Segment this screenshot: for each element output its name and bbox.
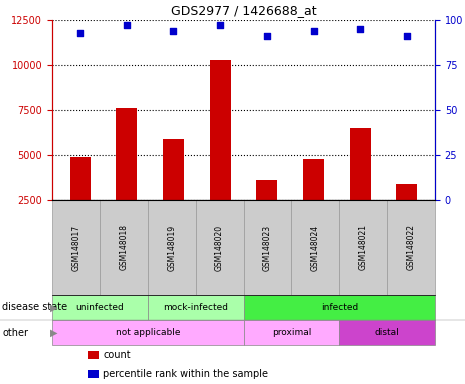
Bar (69, 157, 91, 245)
Bar (163, 139, 184, 245)
Text: mock-infected: mock-infected (163, 303, 228, 312)
Point (310, 28, 317, 34)
Text: GSM148021: GSM148021 (359, 225, 368, 270)
Text: infected: infected (321, 303, 358, 312)
Text: GSM148017: GSM148017 (72, 224, 80, 271)
Bar (303, 159, 324, 245)
Text: percentile rank within the sample: percentile rank within the sample (103, 369, 268, 379)
Text: GSM148019: GSM148019 (167, 224, 176, 271)
Point (170, 28, 177, 34)
Text: GSM148020: GSM148020 (215, 224, 224, 271)
Text: proximal: proximal (272, 328, 311, 337)
Text: not applicable: not applicable (115, 328, 180, 337)
Point (357, 26, 364, 32)
Text: uninfected: uninfected (75, 303, 124, 312)
Text: GSM148023: GSM148023 (263, 224, 272, 271)
Text: GSM148022: GSM148022 (406, 225, 416, 270)
Bar (397, 184, 418, 245)
Text: ▶: ▶ (50, 328, 57, 338)
Point (403, 33, 411, 39)
Point (216, 22, 224, 28)
Bar (350, 128, 371, 245)
Text: other: other (2, 328, 28, 338)
Point (76, 30, 84, 36)
Text: count: count (103, 350, 131, 360)
Bar (116, 108, 137, 245)
Point (263, 33, 271, 39)
Text: GSM148024: GSM148024 (311, 224, 320, 271)
Point (123, 22, 131, 28)
Title: GDS2977 / 1426688_at: GDS2977 / 1426688_at (171, 5, 316, 17)
Bar (256, 180, 277, 245)
Bar (210, 60, 231, 245)
Text: GSM148018: GSM148018 (120, 225, 128, 270)
Text: disease state: disease state (2, 303, 67, 313)
Text: distal: distal (375, 328, 399, 337)
Text: ▶: ▶ (50, 303, 57, 313)
